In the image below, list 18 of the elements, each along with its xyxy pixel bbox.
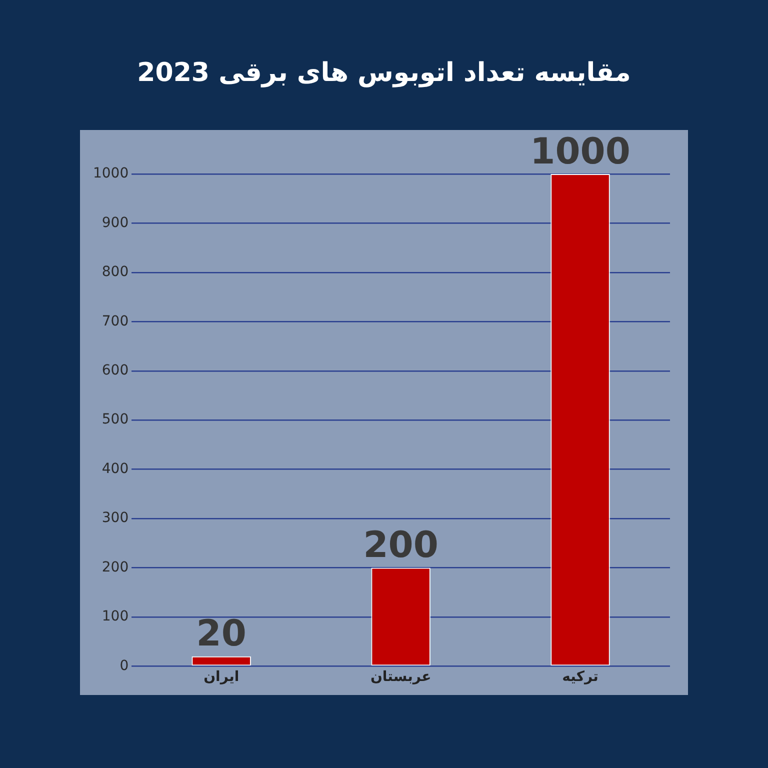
y-tick-label: 0 — [120, 658, 129, 674]
data-label: 20 — [196, 614, 246, 655]
x-tick-label: ترکیه — [562, 669, 598, 686]
y-tick-label: 800 — [102, 264, 129, 280]
x-tick-label: عربستان — [370, 669, 432, 686]
data-label: 1000 — [530, 131, 630, 172]
y-tick-label: 1000 — [92, 166, 129, 182]
y-tick-label: 500 — [102, 412, 129, 428]
y-tick-label: 700 — [102, 313, 129, 330]
y-tick-label: 200 — [102, 559, 129, 576]
y-tick-label: 600 — [102, 362, 129, 379]
y-tick-label: 300 — [102, 510, 129, 526]
chart-title: مقایسه تعداد اتوبوس های برقی 2023 — [136, 58, 632, 88]
x-tick-label: ایران — [204, 669, 240, 686]
data-label: 200 — [363, 525, 438, 566]
y-tick-label: 100 — [102, 608, 129, 625]
y-tick-label: 900 — [102, 214, 129, 231]
y-tick-label: 400 — [102, 460, 129, 477]
